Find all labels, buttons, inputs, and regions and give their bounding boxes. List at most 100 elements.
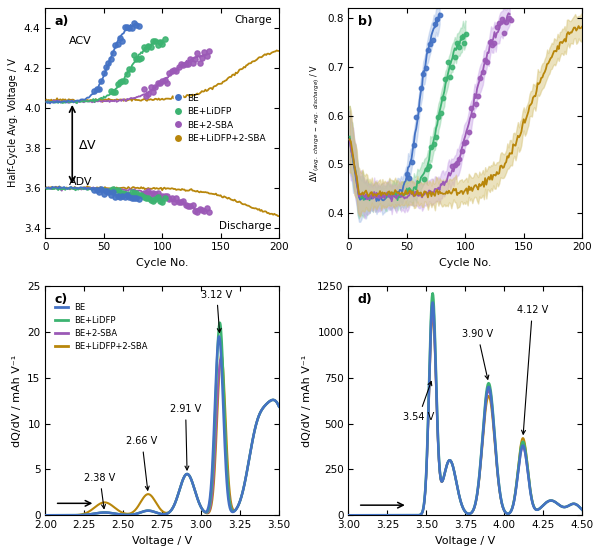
Point [127,193,137,202]
Point [438,94,448,103]
Point [480,55,490,64]
Point [193,207,202,216]
Point [104,188,113,197]
Point [199,48,209,57]
Point [452,38,462,47]
Point [108,188,118,197]
Point [443,58,453,67]
Point [176,198,185,207]
Point [122,22,132,31]
Point [95,187,104,196]
Point [471,100,480,109]
Text: d): d) [358,293,373,306]
Text: b): b) [358,15,373,28]
Point [455,43,464,52]
Point [204,47,214,55]
Point [153,40,163,49]
Point [190,55,200,64]
Point [506,15,516,24]
Point [162,79,172,88]
Point [134,55,144,64]
Point [113,40,123,49]
Point [422,165,432,174]
Point [116,192,125,201]
Point [127,24,137,33]
Point [467,104,476,112]
Point [129,19,139,28]
Point [116,78,125,86]
Point [197,206,206,215]
Point [111,193,120,202]
Point [199,206,209,215]
Point [95,84,104,93]
Point [464,127,474,136]
Point [485,37,495,46]
Point [178,197,188,206]
Point [111,41,120,50]
Point [160,194,169,203]
Point [423,45,433,54]
Point [504,14,514,23]
Point [146,43,155,52]
Point [101,187,111,196]
Point [157,192,167,201]
Point [143,194,153,203]
Point [421,63,430,72]
Point [134,195,144,204]
Point [138,43,148,52]
Text: Charge: Charge [234,15,272,25]
Point [489,38,499,47]
Point [148,196,158,205]
Point [141,44,150,53]
Point [193,49,202,58]
Point [120,23,129,32]
Point [134,191,144,199]
Point [188,58,197,67]
Point [148,88,158,96]
Point [132,55,141,64]
X-axis label: Cycle No.: Cycle No. [439,258,492,268]
Point [169,66,179,75]
Point [459,138,469,147]
Point [428,35,438,44]
Point [136,53,146,62]
Point [468,111,478,120]
Point [164,194,174,203]
Point [125,65,134,74]
Point [134,22,144,30]
Point [138,193,148,202]
Point [448,162,458,171]
Point [111,185,120,194]
Point [181,60,190,69]
Y-axis label: Half-Cycle Avg. Voltage / V: Half-Cycle Avg. Voltage / V [8,59,18,187]
Point [492,23,501,32]
Text: 3.90 V: 3.90 V [462,329,493,379]
Point [160,34,169,43]
Point [104,59,113,68]
Point [132,193,141,202]
Point [136,191,146,200]
Point [138,84,148,93]
Point [160,191,169,200]
Point [462,137,471,146]
Point [155,193,165,202]
Point [176,59,185,68]
Point [424,161,434,170]
Point [172,194,181,203]
Point [445,73,455,81]
Point [190,206,200,215]
Point [111,88,120,96]
Point [108,87,118,96]
Point [450,161,459,170]
Point [129,50,139,59]
Point [195,204,205,213]
Point [405,174,414,183]
Point [499,28,509,37]
Point [164,69,174,78]
Point [116,33,125,42]
Point [150,194,160,203]
X-axis label: Voltage / V: Voltage / V [435,536,495,546]
Point [120,189,129,198]
Point [113,191,123,200]
Point [106,186,116,194]
